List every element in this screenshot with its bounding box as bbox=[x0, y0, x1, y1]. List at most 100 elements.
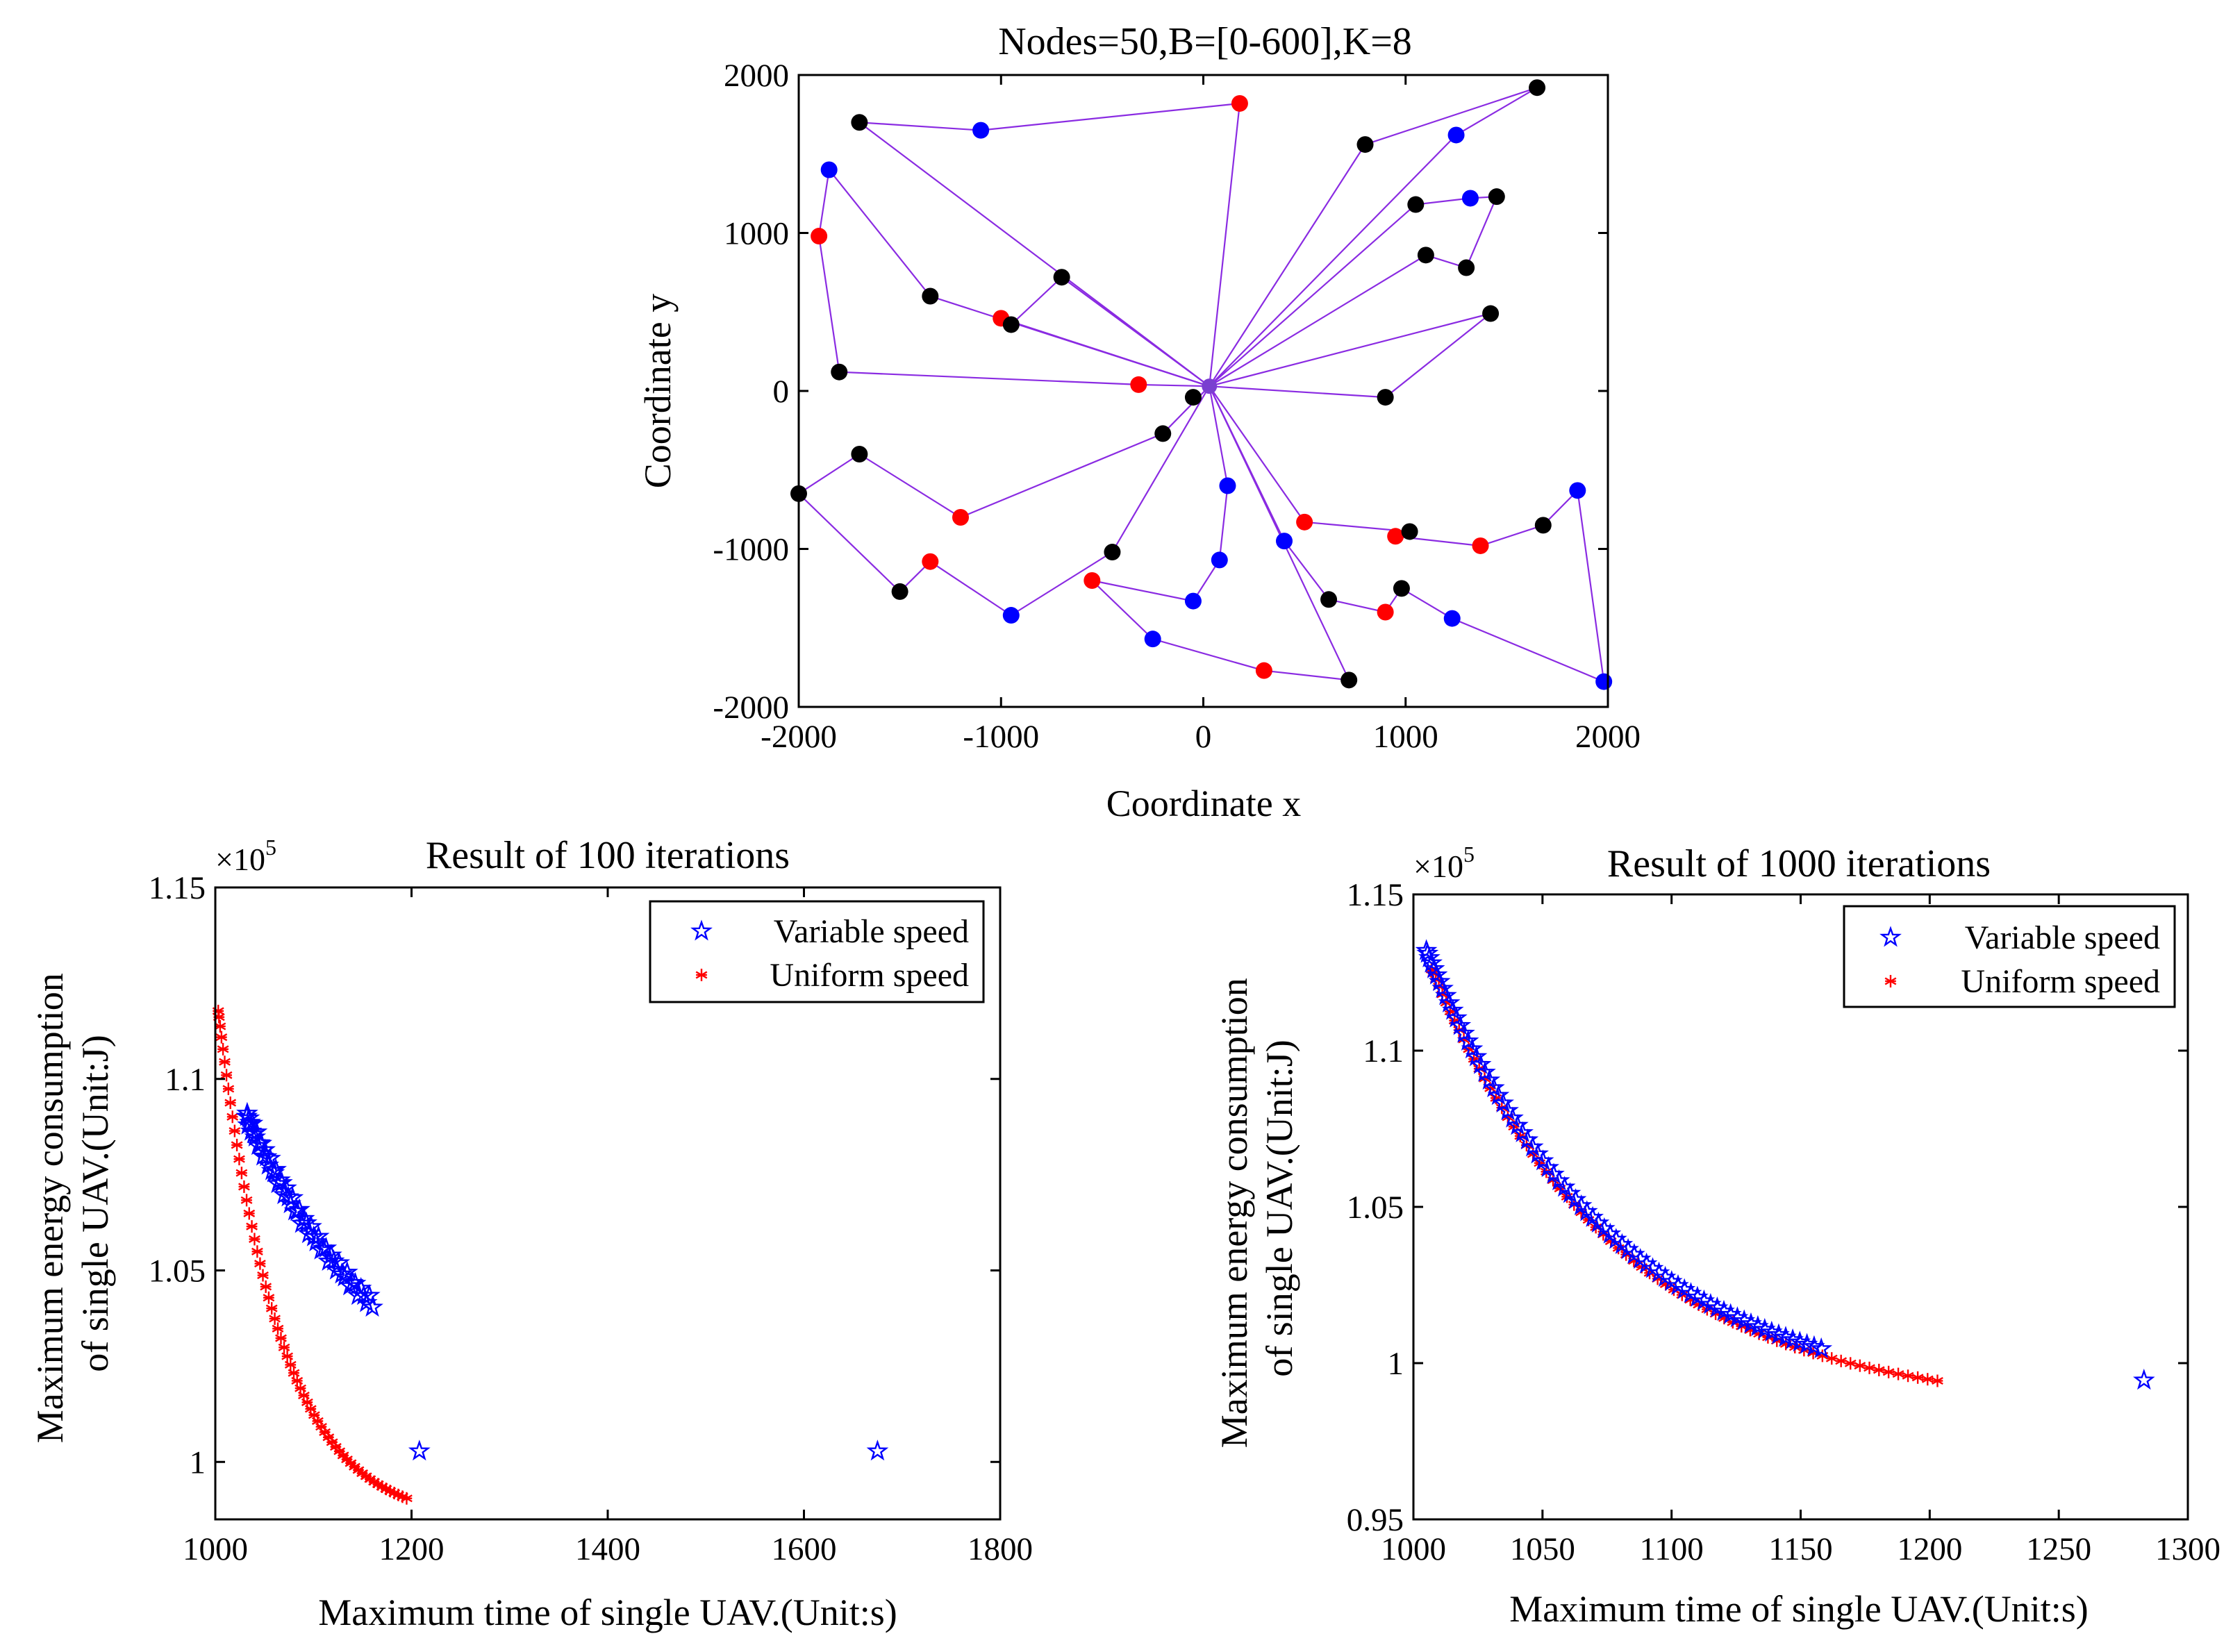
br-ytick-label: 1.1 bbox=[1363, 1033, 1404, 1069]
br-exponent: ×105 bbox=[1413, 842, 1475, 884]
route-line bbox=[1209, 87, 1538, 387]
bl-xticks: 1000 1200 1400 1600 1800 bbox=[183, 887, 1033, 1567]
black-node bbox=[1393, 580, 1410, 597]
bl-xtick-label: 1000 bbox=[183, 1531, 248, 1567]
red-node bbox=[922, 553, 939, 570]
blue-node bbox=[1595, 673, 1613, 690]
bl-point-variable bbox=[271, 1171, 293, 1192]
bl-series-variable bbox=[235, 1101, 889, 1461]
br-point-uniform bbox=[1873, 1363, 1885, 1376]
route-line bbox=[1000, 276, 1210, 387]
top-ylabel: Coordinate y bbox=[637, 294, 679, 488]
black-node bbox=[1356, 136, 1374, 153]
bl-point-uniform bbox=[231, 1138, 243, 1151]
plot-top: Nodes=50,B=[0-600],K=8 -2000 -1000 0 1000 20… bbox=[637, 20, 1641, 824]
blue-node bbox=[1569, 482, 1586, 499]
br-series-variable bbox=[1415, 939, 2155, 1390]
br-point-uniform bbox=[1882, 1365, 1895, 1378]
route-line bbox=[797, 385, 1211, 617]
blue-node bbox=[972, 122, 990, 139]
black-node bbox=[1417, 247, 1434, 264]
br-point-uniform bbox=[1921, 1373, 1934, 1386]
black-node bbox=[1458, 259, 1475, 276]
route-line bbox=[1089, 385, 1351, 681]
bl-legend: Variable speed Uniform speed bbox=[649, 900, 985, 1003]
bl-legend-star-marker bbox=[690, 919, 713, 941]
top-ytick-label: 0 bbox=[773, 374, 790, 410]
red-node bbox=[1296, 513, 1313, 531]
br-point-uniform bbox=[1902, 1369, 1914, 1383]
depot-node bbox=[1202, 378, 1218, 394]
black-node bbox=[1320, 591, 1338, 608]
bl-point-uniform bbox=[272, 1322, 284, 1335]
br-xticks: 1000 1050 1100 1150 1200 1250 1300 bbox=[1381, 894, 2220, 1567]
top-ytick-label: 2000 bbox=[724, 58, 789, 94]
bl-point-uniform bbox=[254, 1257, 266, 1270]
bl-point-variable bbox=[866, 1440, 889, 1461]
bl-point-uniform bbox=[214, 1019, 226, 1033]
bl-point-variable bbox=[238, 1106, 260, 1128]
legend-star-glyph bbox=[690, 919, 713, 941]
bl-point-uniform bbox=[243, 1207, 256, 1220]
bl-point-variable bbox=[245, 1120, 268, 1142]
bl-point-uniform bbox=[275, 1332, 287, 1345]
bl-point-variable bbox=[258, 1146, 281, 1168]
br-xtick-label: 1200 bbox=[1897, 1531, 1962, 1567]
bl-legend-variable: Variable speed bbox=[774, 913, 969, 950]
br-legend: Variable speed Uniform speed bbox=[1843, 905, 2176, 1008]
bl-point-uniform bbox=[220, 1069, 233, 1082]
br-title: Result of 1000 iterations bbox=[1607, 842, 1991, 885]
top-ytick-label: -2000 bbox=[713, 690, 789, 726]
bl-point-variable bbox=[361, 1296, 383, 1317]
bl-point-uniform bbox=[235, 1167, 248, 1180]
br-point-variable bbox=[1478, 1068, 1501, 1090]
bl-point-variable bbox=[275, 1176, 297, 1198]
top-ytick-label: 1000 bbox=[724, 216, 789, 252]
black-node bbox=[922, 287, 939, 305]
bl-point-uniform bbox=[265, 1302, 278, 1315]
br-point-variable bbox=[1461, 1037, 1484, 1059]
br-series-uniform bbox=[1425, 963, 1943, 1387]
bl-point-uniform bbox=[263, 1291, 275, 1304]
red-node bbox=[1472, 537, 1489, 554]
black-node bbox=[1184, 389, 1202, 406]
top-xtick-label: 2000 bbox=[1575, 719, 1641, 755]
br-exponent-power: 5 bbox=[1463, 842, 1475, 867]
br-legend-variable: Variable speed bbox=[1965, 919, 2160, 956]
bl-point-variable bbox=[408, 1440, 431, 1461]
bl-exponent: ×105 bbox=[215, 835, 276, 877]
br-series bbox=[1415, 939, 2155, 1390]
bl-point-uniform bbox=[298, 1389, 310, 1402]
br-legend-star-marker bbox=[1879, 926, 1902, 947]
bl-point-uniform bbox=[260, 1280, 272, 1293]
black-node bbox=[1482, 305, 1500, 322]
bl-exponent-base: ×10 bbox=[215, 842, 265, 877]
br-legend-asterisk-marker bbox=[1884, 975, 1897, 987]
br-ytick-label: 1.15 bbox=[1347, 877, 1404, 913]
black-node bbox=[831, 363, 848, 381]
blue-node bbox=[1443, 610, 1461, 627]
bl-point-variable bbox=[300, 1215, 322, 1237]
plot-bottom-right: Result of 1000 iterations ×105 1000 1050 1… bbox=[1213, 842, 2220, 1630]
br-xtick-label: 1250 bbox=[2026, 1531, 2091, 1567]
legend-asterisk-glyph bbox=[695, 969, 708, 981]
bl-point-uniform bbox=[217, 1042, 229, 1056]
bl-xtick-label: 1600 bbox=[772, 1531, 837, 1567]
black-node bbox=[1377, 389, 1394, 406]
br-point-uniform bbox=[1932, 1374, 1943, 1387]
legend-star-glyph bbox=[1879, 926, 1902, 947]
bl-exponent-power: 5 bbox=[265, 835, 276, 860]
br-point-variable bbox=[1456, 1029, 1479, 1051]
red-node bbox=[1130, 376, 1147, 393]
br-exponent-base: ×10 bbox=[1413, 849, 1463, 884]
bl-point-uniform bbox=[278, 1341, 290, 1354]
br-point-variable bbox=[1441, 999, 1464, 1020]
bl-ylabel-line1: Maximum energy consumption bbox=[29, 973, 71, 1443]
bl-point-variable bbox=[292, 1207, 315, 1228]
bl-point-uniform bbox=[401, 1492, 413, 1505]
blue-node bbox=[1447, 126, 1465, 144]
legend-asterisk-glyph bbox=[1884, 975, 1897, 987]
bl-point-uniform bbox=[224, 1096, 237, 1110]
br-xtick-label: 1150 bbox=[1768, 1531, 1832, 1567]
